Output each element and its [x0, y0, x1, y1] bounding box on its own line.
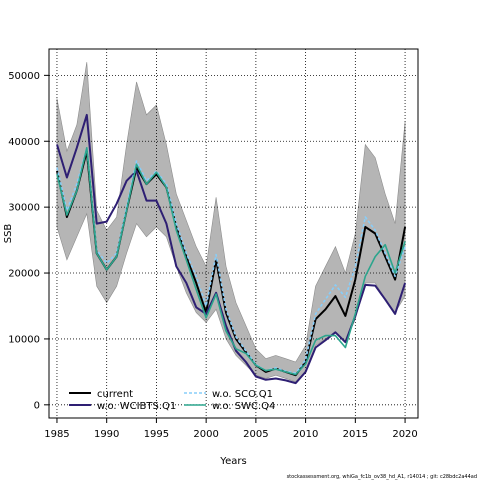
axes: 1985 1990 1995 2000 2005 2010 2015 2020 0 10000 20… — [8, 48, 419, 440]
y-tick-label: 10000 — [8, 334, 40, 345]
footer-text: stockassessment.org, whiGa_fc1b_ov38_hd_… — [287, 474, 477, 480]
plot-frame — [48, 48, 419, 419]
legend-label-3: w.o. SCO.Q1 — [212, 389, 273, 400]
y-tick-label: 0 — [34, 400, 40, 411]
y-tick-label: 40000 — [8, 137, 40, 148]
legend-label-2: w.o. WCIBTS.Q1 — [97, 401, 176, 412]
y-tick-label: 30000 — [8, 203, 40, 214]
series-line-3 — [56, 147, 406, 374]
series-line-4 — [56, 147, 406, 376]
y-axis-title: SSB — [3, 224, 14, 244]
x-tick-label: 1985 — [44, 429, 69, 440]
y-tick-label: 20000 — [8, 269, 40, 280]
y-tick-label: 50000 — [8, 71, 40, 82]
x-tick-label: 2015 — [343, 429, 368, 440]
x-axis-title: Years — [219, 456, 246, 467]
x-tick-label: 2010 — [293, 429, 318, 440]
x-tick-label: 2000 — [193, 429, 218, 440]
plot-area — [49, 49, 418, 418]
x-tick-label: 2005 — [243, 429, 268, 440]
legend-label-1: current — [97, 389, 133, 400]
confidence-band — [56, 62, 406, 383]
x-tick-label: 1990 — [94, 429, 119, 440]
legend-label-4: w.o. SWC.Q4 — [212, 401, 275, 412]
x-tick-label: 2020 — [392, 429, 417, 440]
x-tick-label: 1995 — [144, 429, 169, 440]
